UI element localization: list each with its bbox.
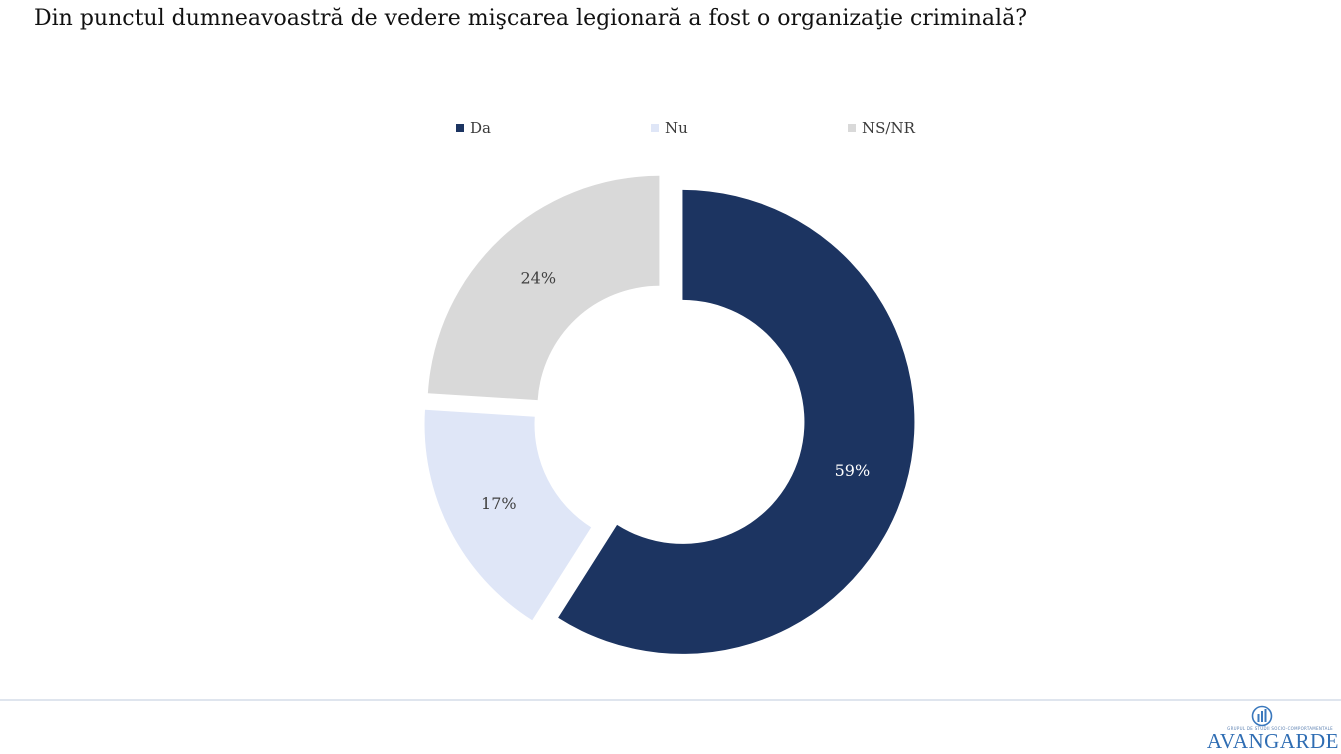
legend-label-nu: Nu bbox=[665, 119, 688, 137]
chart-legend: Da Nu NS/NR bbox=[0, 119, 1341, 141]
data-label-nu: 17% bbox=[481, 494, 517, 513]
logo-tagline: GRUPUL DE STUDII SOCIO-COMPORTAMENTALE bbox=[1227, 726, 1333, 731]
data-label-da: 59% bbox=[835, 461, 871, 480]
legend-label-nsnr: NS/NR bbox=[862, 119, 915, 137]
avangarde-logo-icon bbox=[1251, 705, 1273, 727]
slice-da bbox=[558, 189, 915, 654]
donut-data-labels: 59% 17% 24% bbox=[481, 268, 870, 513]
footer-divider bbox=[0, 699, 1341, 701]
chart-title: Din punctul dumneavoastră de vedere mişc… bbox=[34, 6, 1027, 31]
legend-item-nsnr: NS/NR bbox=[848, 119, 915, 137]
avangarde-logo: GRUPUL DE STUDII SOCIO-COMPORTAMENTALE A… bbox=[1189, 704, 1339, 753]
data-label-nsnr: 24% bbox=[520, 268, 556, 287]
legend-swatch-nsnr bbox=[848, 124, 856, 132]
legend-item-da: Da bbox=[456, 119, 491, 137]
slice-nu bbox=[424, 409, 592, 621]
legend-swatch-da bbox=[456, 124, 464, 132]
slice-nsnr bbox=[427, 175, 660, 401]
legend-label-da: Da bbox=[470, 119, 491, 137]
donut-slices bbox=[424, 175, 915, 654]
legend-swatch-nu bbox=[651, 124, 659, 132]
legend-item-nu: Nu bbox=[651, 119, 688, 137]
logo-wordmark: AVANGARDE bbox=[1206, 729, 1339, 753]
donut-chart: 59% 17% 24% bbox=[424, 175, 915, 654]
